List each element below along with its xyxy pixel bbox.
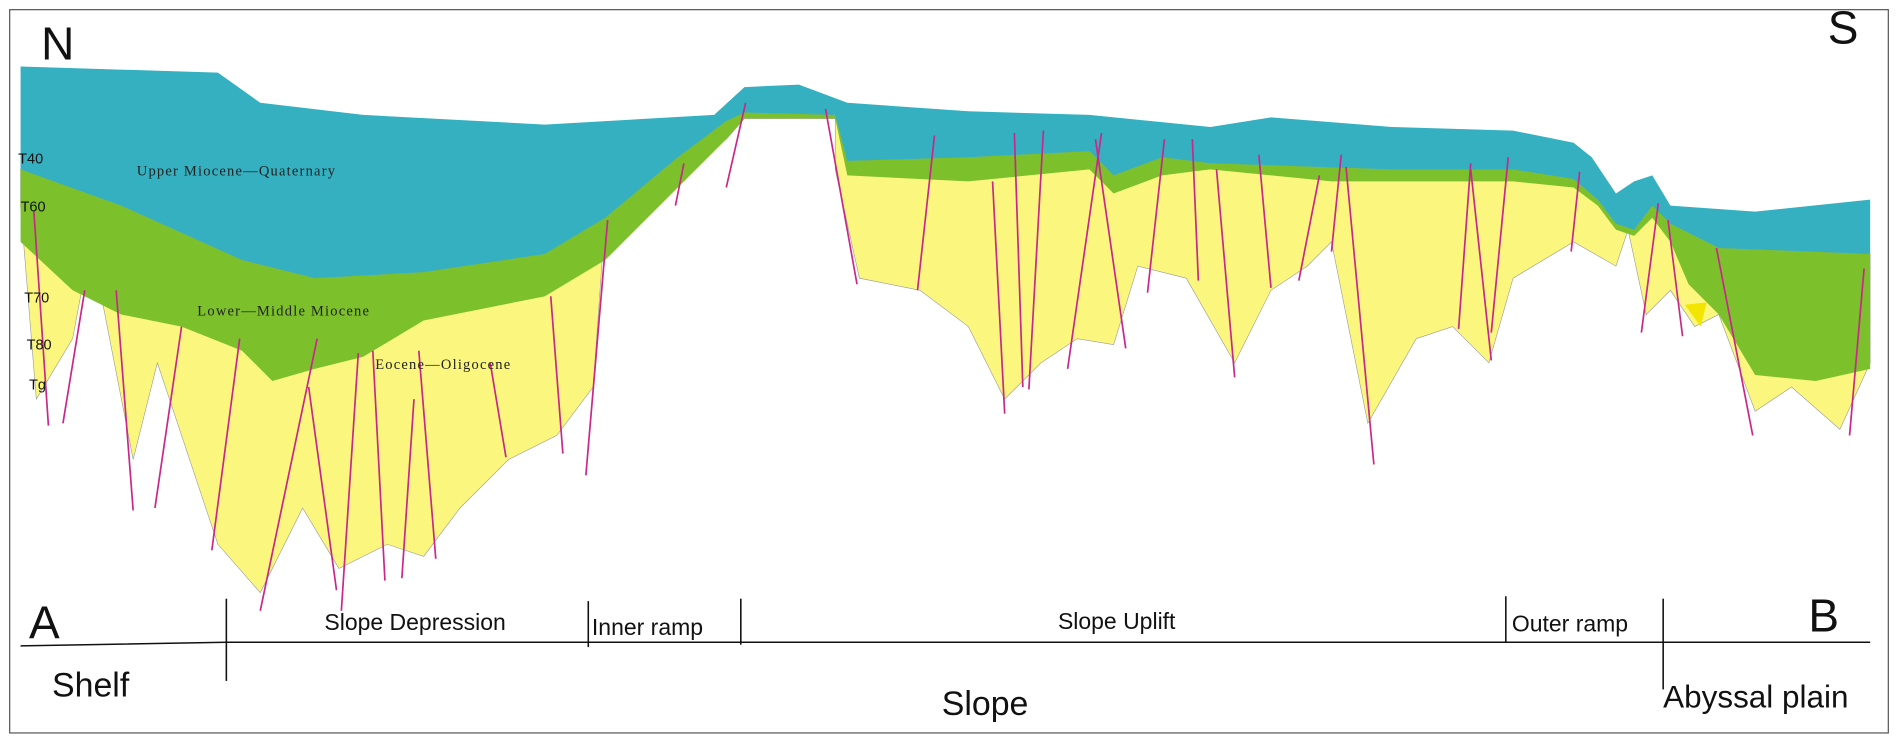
province-label: Abyssal plain [1663,680,1848,715]
zone-label: Inner ramp [592,614,703,640]
north-label: N [41,17,74,69]
zone-label: Slope Depression [324,609,505,635]
south-label: S [1828,2,1859,54]
zone-label: Slope Uplift [1058,608,1176,634]
unit-label: Lower—Middle Miocene [197,304,370,320]
horizon-label: Tg [29,377,46,393]
horizon-label: T40 [18,151,43,167]
province-label: Slope [942,685,1029,723]
unit-label: Upper Miocene—Quaternary [137,163,336,179]
horizon-label: T70 [24,290,49,306]
zone-label: Outer ramp [1512,610,1628,636]
cross-section: N S A B T40 T60 T70 T80 Tg Upper Miocene… [0,0,1898,739]
start-label: A [29,597,60,649]
horizon-label: T80 [27,338,52,354]
end-label: B [1808,589,1839,641]
unit-label: Eocene—Oligocene [375,357,511,373]
province-label: Shelf [52,667,130,705]
horizon-label: T60 [21,200,46,216]
